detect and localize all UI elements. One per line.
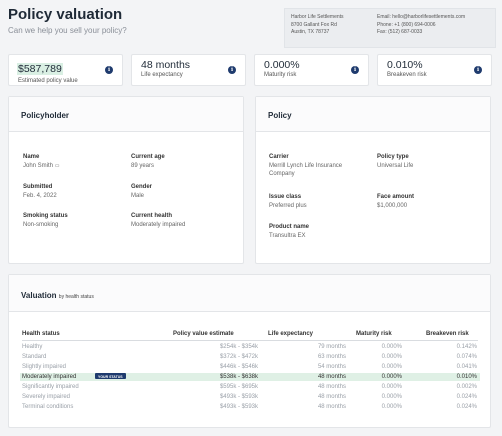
field-issue-class: Issue class Preferred plus bbox=[269, 194, 307, 209]
col-health-status: Health status bbox=[22, 331, 60, 337]
your-status-badge: YOUR STATUS bbox=[95, 373, 126, 379]
col-policy-value-estimate: Policy value estimate bbox=[173, 331, 234, 337]
kpi-label: Life expectancy bbox=[141, 72, 183, 78]
policy-card: Policy Carrier Merrill Lynch Life Insura… bbox=[255, 96, 491, 264]
kpi-maturity-risk: 0.000% Maturity risk i bbox=[254, 54, 369, 86]
name-value: John Smith bbox=[23, 163, 54, 169]
policyholder-heading: Policyholder bbox=[9, 97, 243, 132]
valuation-heading: Valuation by health status bbox=[9, 275, 490, 312]
contact-email[interactable]: Email: hello@harborlifesettlements.com bbox=[377, 14, 466, 20]
table-row: Severely impaired $493k - $593k 48 month… bbox=[22, 394, 477, 400]
kpi-life-expectancy: 48 months Life expectancy i bbox=[131, 54, 246, 86]
page-header: Policy valuation Can we help you sell yo… bbox=[8, 6, 127, 35]
contact-fax: Fax: (512) 687-0033 bbox=[377, 29, 423, 36]
policy-heading: Policy bbox=[256, 97, 490, 132]
company-address-line2: Austin, TX 78737 bbox=[291, 29, 330, 36]
kpi-label: Maturity risk bbox=[264, 72, 297, 78]
contact-box: Harbor Life Settlements 8700 Gallant Fox… bbox=[284, 8, 496, 48]
table-row-selected: Moderately impaired YOUR STATUS $538k - … bbox=[20, 373, 480, 381]
kpi-label: Breakeven risk bbox=[387, 72, 427, 78]
field-name: Name John Smith ▭ bbox=[23, 154, 60, 169]
kpi-value: 0.000% bbox=[264, 59, 300, 71]
table-row: Healthy $254k - $354k 79 months 0.000% 0… bbox=[22, 344, 477, 350]
company-address-line1: 8700 Gallant Fox Rd bbox=[291, 21, 337, 28]
field-carrier: Carrier Merrill Lynch Life Insurance Com… bbox=[269, 154, 343, 177]
contact-phone[interactable]: Phone: +1 (800) 694-0006 bbox=[377, 21, 436, 28]
kpi-value: $587,789 bbox=[17, 63, 63, 75]
field-face-amount: Face amount $1,000,000 bbox=[377, 194, 415, 209]
field-current-age: Current age 89 years bbox=[131, 154, 165, 169]
col-maturity-risk: Maturity risk bbox=[356, 331, 392, 337]
field-product-name: Product name Transultra EX bbox=[269, 224, 310, 239]
kpi-value: 48 months bbox=[141, 59, 191, 71]
kpi-estimated-value: $587,789 Estimated policy value i bbox=[8, 54, 123, 86]
field-policy-type: Policy type Universal Life bbox=[377, 154, 414, 169]
kpi-label: Estimated policy value bbox=[18, 78, 78, 84]
col-life-expectancy: Life expectancy bbox=[268, 331, 314, 337]
policyholder-card: Policyholder Name John Smith ▭ Current a… bbox=[8, 96, 244, 264]
info-icon[interactable]: i bbox=[105, 66, 113, 74]
info-icon[interactable]: i bbox=[351, 66, 359, 74]
field-smoking-status: Smoking status Non-smoking bbox=[23, 213, 68, 228]
table-row: Slightly impaired $446k - $546k 54 month… bbox=[22, 364, 477, 370]
kpi-value: 0.010% bbox=[387, 59, 423, 71]
field-current-health: Current health Moderately impaired bbox=[131, 213, 186, 228]
field-submitted: Submitted Feb. 4, 2022 bbox=[23, 184, 57, 199]
company-name: Harbor Life Settlements bbox=[291, 14, 344, 20]
table-row: Terminal conditions $493k - $593k 48 mon… bbox=[22, 404, 477, 410]
info-icon[interactable]: i bbox=[228, 66, 236, 74]
id-card-icon: ▭ bbox=[54, 163, 60, 169]
table-row: Significantly impaired $595k - $695k 48 … bbox=[22, 384, 477, 390]
info-icon[interactable]: i bbox=[474, 66, 482, 74]
table-divider bbox=[22, 340, 478, 341]
page-title: Policy valuation bbox=[8, 6, 123, 23]
valuation-card: Valuation by health status bbox=[8, 274, 491, 428]
table-row: Standard $372k - $472k 63 months 0.000% … bbox=[22, 354, 477, 360]
kpi-breakeven-risk: 0.010% Breakeven risk i bbox=[377, 54, 492, 86]
page-subtitle: Can we help you sell your policy? bbox=[8, 26, 127, 35]
col-breakeven-risk: Breakeven risk bbox=[426, 331, 469, 337]
field-gender: Gender Male bbox=[131, 184, 153, 199]
